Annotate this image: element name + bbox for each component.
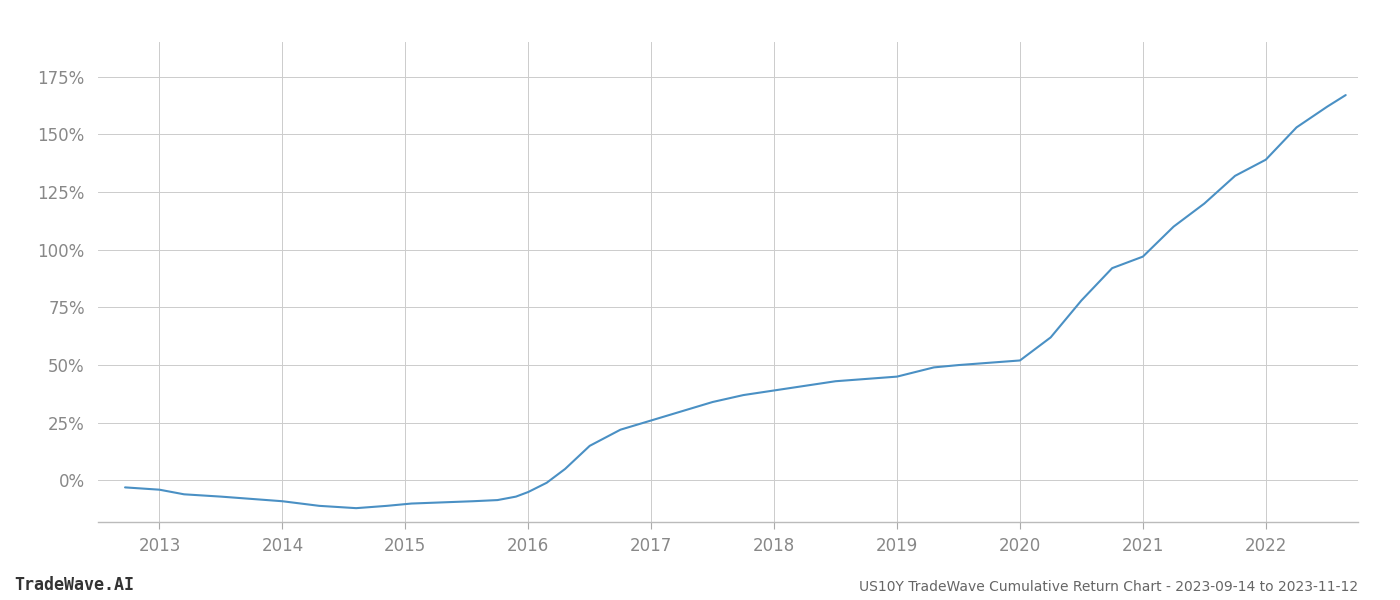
Text: US10Y TradeWave Cumulative Return Chart - 2023-09-14 to 2023-11-12: US10Y TradeWave Cumulative Return Chart … [858,580,1358,594]
Text: TradeWave.AI: TradeWave.AI [14,576,134,594]
